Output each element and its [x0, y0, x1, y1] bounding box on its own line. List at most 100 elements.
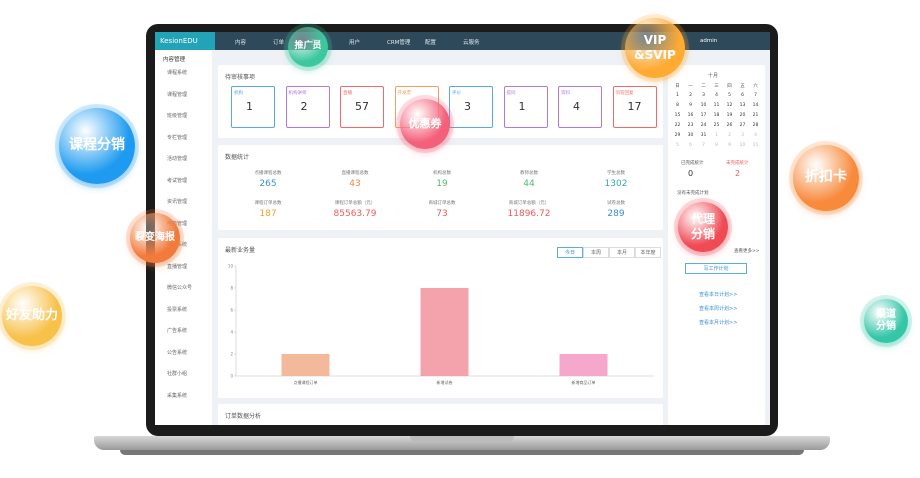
- laptop-foot: [120, 450, 804, 455]
- nav-item[interactable]: 配置: [425, 40, 437, 46]
- weekday: 一: [688, 84, 693, 89]
- sidebar-item[interactable]: 投票系统: [167, 306, 188, 313]
- period-tab[interactable]: 本月: [609, 247, 635, 258]
- calendar-day[interactable]: 29: [674, 133, 681, 138]
- sidebar-item[interactable]: 专栏管理: [167, 134, 188, 141]
- stat-label: 学生总数: [607, 171, 625, 176]
- bar-chart: 0 2 4 6 8 10 点播课程订单 新增试卷 新增商品订单: [228, 264, 653, 385]
- nav-item[interactable]: 云服务: [463, 40, 480, 46]
- laptop-notch: [410, 436, 514, 442]
- calendar-day[interactable]: 4: [754, 133, 757, 138]
- calendar-day[interactable]: 24: [700, 123, 707, 128]
- calendar-day[interactable]: 11: [752, 143, 759, 148]
- sidebar-item[interactable]: 广告系统: [167, 328, 188, 334]
- calendar-day[interactable]: 6: [741, 93, 744, 98]
- sidebar-item[interactable]: 直播管理: [167, 263, 188, 270]
- pending-label: 直播: [343, 91, 352, 96]
- bar: [281, 354, 330, 376]
- calendar-day[interactable]: 4: [715, 93, 718, 98]
- sidebar-item[interactable]: 考试管理: [167, 177, 188, 184]
- stat-value: 289: [607, 209, 625, 219]
- calendar-day[interactable]: 12: [726, 103, 733, 108]
- calendar-day[interactable]: 8: [676, 103, 679, 108]
- period-tab[interactable]: 今日: [557, 247, 583, 258]
- nav-item[interactable]: 用户: [349, 40, 361, 46]
- feature-bubble: VIP &SVIP: [625, 18, 685, 78]
- plan-link[interactable]: 查看本日计划>>: [699, 292, 738, 298]
- sidebar-item[interactable]: 课程管理: [167, 91, 188, 98]
- sidebar-item[interactable]: 公告系统: [167, 349, 188, 356]
- calendar-day[interactable]: 14: [752, 103, 759, 108]
- calendar-day[interactable]: 27: [739, 123, 746, 128]
- calendar-day[interactable]: 26: [726, 123, 733, 128]
- calendar-day[interactable]: 7: [754, 93, 757, 98]
- nav-item[interactable]: CRM管理: [387, 40, 411, 46]
- calendar-day[interactable]: 30: [687, 133, 694, 138]
- sidebar-item[interactable]: 电商管理: [167, 220, 188, 227]
- brand-bar: [155, 32, 215, 50]
- stat-value: 44: [523, 179, 535, 189]
- calendar-day[interactable]: 16: [687, 113, 694, 118]
- sidebar-item[interactable]: 班级管理: [167, 113, 188, 119]
- weekday: 日: [675, 84, 680, 89]
- nav-item[interactable]: 订单: [273, 40, 285, 46]
- more-link[interactable]: 查看更多>>: [734, 249, 760, 254]
- calendar-day[interactable]: 19: [726, 113, 733, 118]
- calendar-day[interactable]: 2: [689, 93, 692, 98]
- user-name[interactable]: admin: [700, 38, 718, 44]
- calendar-day[interactable]: 31: [700, 133, 707, 138]
- calendar-day[interactable]: 6: [689, 143, 692, 148]
- calendar-day[interactable]: 5: [676, 143, 679, 148]
- calendar-day[interactable]: 1: [676, 93, 679, 98]
- period-tab[interactable]: 本周: [583, 247, 609, 258]
- calendar-day[interactable]: 3: [741, 133, 744, 138]
- period-tab[interactable]: 本年度: [635, 247, 661, 258]
- sidebar-item[interactable]: 采集系统: [167, 392, 188, 399]
- pending-card: [231, 86, 275, 128]
- calendar-day[interactable]: 15: [674, 113, 681, 118]
- calendar-day[interactable]: 22: [674, 123, 681, 128]
- plan-link[interactable]: 查看本月计划>>: [699, 320, 738, 326]
- calendar-day[interactable]: 10: [739, 143, 746, 148]
- calendar-day[interactable]: 25: [713, 123, 720, 128]
- calendar-day[interactable]: 23: [687, 123, 694, 128]
- stat-value: 11896.72: [507, 209, 551, 219]
- pending-label: 资料: [561, 91, 570, 96]
- calendar-day[interactable]: 1: [715, 133, 718, 138]
- pending-label: 机构讲师: [288, 91, 307, 96]
- write-plan-button[interactable]: 写工作计划: [685, 263, 747, 274]
- calendar-day[interactable]: 2: [728, 133, 731, 138]
- pending-count: 1: [246, 100, 253, 113]
- pending-count: 17: [627, 100, 642, 113]
- calendar-day[interactable]: 5: [728, 93, 731, 98]
- calendar-day[interactable]: 17: [700, 113, 707, 118]
- calendar-day[interactable]: 21: [752, 113, 759, 118]
- stat-label: 课程订单总额（元）: [334, 201, 376, 206]
- plan-link[interactable]: 查看本周计划>>: [699, 306, 738, 312]
- calendar-day[interactable]: 11: [713, 103, 720, 108]
- calendar-day[interactable]: 9: [728, 143, 731, 148]
- sidebar-item[interactable]: 资讯管理: [167, 199, 188, 205]
- sidebar-item[interactable]: 活动管理: [167, 156, 188, 162]
- calendar-day[interactable]: 13: [739, 103, 746, 108]
- y-tick-label: 6: [230, 308, 233, 313]
- calendar-day[interactable]: 8: [715, 143, 718, 148]
- calendar-day[interactable]: 20: [739, 113, 746, 118]
- calendar-day[interactable]: 9: [689, 103, 692, 108]
- calendar-day[interactable]: 3: [702, 93, 705, 98]
- calendar-day[interactable]: 10: [700, 103, 707, 108]
- panel-title: 订单数据分析: [225, 413, 262, 420]
- stat-label: 点播课程总数: [254, 171, 282, 176]
- calendar-day[interactable]: 7: [702, 143, 705, 148]
- calendar-day[interactable]: 18: [713, 113, 720, 118]
- calendar-day[interactable]: 28: [752, 123, 759, 128]
- pending-label: 机构: [234, 91, 243, 96]
- pending-count: 4: [573, 100, 580, 113]
- nav-item[interactable]: 内容: [235, 40, 247, 46]
- x-tick-label: 点播课程订单: [294, 379, 318, 385]
- panel-title: 最新业务量: [225, 247, 256, 254]
- sidebar-item[interactable]: 社群小组: [167, 371, 188, 377]
- stat-label: 教师总数: [520, 171, 538, 176]
- sidebar-item[interactable]: 微信公众号: [167, 285, 193, 291]
- sidebar-item[interactable]: 课程系统: [167, 70, 188, 76]
